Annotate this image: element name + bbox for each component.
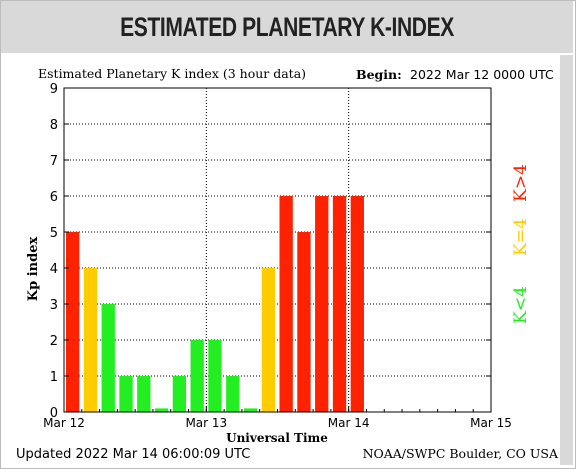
kp-bar	[154, 408, 169, 412]
legend-entry: K=4	[511, 218, 531, 256]
y-tick-label: 1	[50, 370, 58, 385]
kp-bar	[350, 196, 364, 412]
chart-title: Estimated Planetary K index (3 hour data…	[38, 66, 306, 81]
kp-bar	[101, 304, 115, 412]
kp-bar	[243, 408, 258, 412]
y-tick-label: 0	[50, 406, 58, 421]
x-tick-label: Mar 15	[470, 416, 512, 430]
kp-bar	[332, 196, 347, 412]
header-banner: ESTIMATED PLANETARY K-INDEX	[1, 1, 573, 53]
y-tick-label: 9	[50, 82, 58, 97]
legend: K>4 K=4 K<4	[511, 164, 531, 324]
side-gutter	[560, 55, 573, 465]
kp-bar	[279, 196, 293, 412]
kp-bar	[119, 376, 133, 412]
y-tick-label: 7	[50, 154, 58, 169]
begin-label: Begin:	[356, 67, 402, 82]
plot-frame	[63, 87, 492, 413]
y-tick-label: 3	[50, 298, 58, 313]
y-tick-label: 5	[50, 226, 58, 241]
kp-index-chart: Estimated Planetary K index (3 hour data…	[16, 66, 559, 462]
y-tick-label: 4	[50, 262, 58, 277]
updated-text: Updated 2022 Mar 14 06:00:09 UTC	[16, 447, 250, 462]
kp-bar	[315, 196, 329, 412]
begin-value: 2022 Mar 12 0000 UTC	[410, 67, 554, 82]
grid-lines	[64, 88, 491, 412]
kp-bar	[297, 232, 311, 412]
kp-bar	[190, 340, 204, 412]
y-tick-label: 8	[50, 118, 58, 133]
x-tick-label: Mar 13	[185, 416, 227, 430]
y-tick-label: 6	[50, 190, 58, 205]
bar-series	[66, 196, 364, 412]
kp-bar	[137, 376, 151, 412]
x-tick-label: Mar 12	[43, 416, 85, 430]
y-axis-label: Kp index	[26, 237, 41, 302]
y-tick-label: 2	[50, 334, 58, 349]
kp-bar	[83, 268, 98, 412]
credit-text: NOAA/SWPC Boulder, CO USA	[363, 446, 559, 461]
chart-panel: Estimated Planetary K index (3 hour data…	[13, 55, 560, 465]
kp-bar	[172, 376, 187, 412]
kp-bar	[208, 340, 222, 412]
kp-bar	[226, 376, 240, 412]
kp-bar	[66, 232, 80, 412]
kp-bar	[261, 268, 275, 412]
x-tick-label: Mar 14	[328, 416, 370, 430]
x-axis-label: Universal Time	[226, 431, 328, 445]
legend-entry: K>4	[511, 164, 531, 202]
legend-entry: K<4	[511, 286, 531, 324]
page-title: ESTIMATED PLANETARY K-INDEX	[120, 11, 454, 42]
axes: 0 1 2 3 4 5 6 7 8 9 Mar 12 Mar 13 Mar 14 Mar 15	[43, 82, 512, 430]
